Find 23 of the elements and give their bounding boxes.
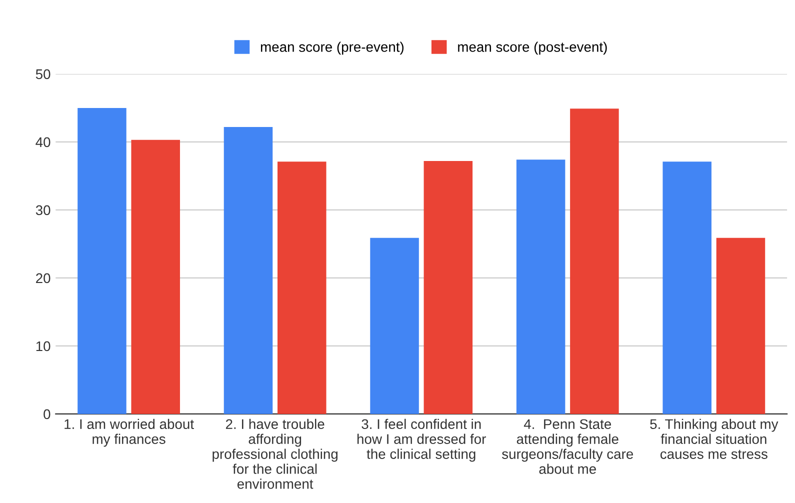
x-tick-label: 4. Penn State attending female surgeons/faculty care about me <box>502 419 634 474</box>
bar <box>370 238 419 414</box>
y-tick-label: 50 <box>36 69 50 80</box>
bar <box>131 140 180 414</box>
x-tick-label: 5. Thinking about my financial situation causes me stress <box>650 418 778 459</box>
bar <box>716 238 766 414</box>
bar <box>516 160 566 414</box>
x-tick-label: 3. I feel confident in how I am dressed for the clinical setting <box>357 418 486 462</box>
x-tick-label: 1. I am worried about my finances <box>64 418 194 447</box>
bar <box>224 126 273 414</box>
legend-label: mean score (pre-event) <box>260 42 404 55</box>
x-tick-label: 2. I have trouble affording professional clothing for the clinical environment <box>212 418 338 489</box>
bar <box>278 162 326 414</box>
y-tick-label: 10 <box>36 341 50 352</box>
y-tick-label: 40 <box>36 137 50 148</box>
y-tick-label: 20 <box>36 273 50 284</box>
bar <box>424 160 473 414</box>
y-tick-label: 0 <box>44 409 50 420</box>
bar <box>570 108 619 414</box>
bar <box>78 108 126 414</box>
y-tick-label: 30 <box>36 205 50 216</box>
bar <box>662 162 712 414</box>
legend-label: mean score (post-event) <box>458 42 607 55</box>
